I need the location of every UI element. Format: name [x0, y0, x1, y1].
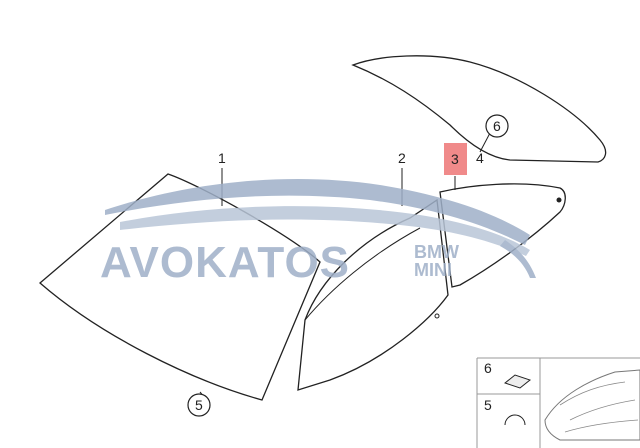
callout-2[interactable]: 2 [398, 150, 406, 166]
door-glass[interactable] [297, 198, 449, 391]
leader-line-4 [479, 132, 491, 153]
door-glass-inner-edge [304, 227, 421, 321]
watermark-car-swoosh [105, 179, 530, 245]
callout-3[interactable]: 3 [451, 151, 459, 167]
side-window-glass[interactable] [439, 183, 566, 288]
legend-item-6-icon[interactable] [503, 374, 532, 389]
legend-item-6-label: 6 [484, 360, 492, 376]
watermark: AVOKATOS BMW MINI [100, 179, 536, 287]
rear-window-glass[interactable] [351, 55, 607, 163]
callout-3-highlight [444, 143, 467, 175]
legend-item-5-label: 5 [484, 397, 492, 413]
side-window-mount-point [556, 197, 562, 203]
car-silhouette-icon [544, 369, 640, 441]
callout-1[interactable]: 1 [218, 150, 226, 166]
watermark-sub-bottom: MINI [414, 260, 452, 280]
watermark-brand: AVOKATOS [100, 238, 350, 287]
watermark-sub-top: BMW [414, 242, 459, 262]
door-glass-mount-point [434, 313, 440, 319]
callout-5-circle [187, 393, 211, 417]
callout-6-circle [485, 114, 509, 138]
callout-6[interactable]: 6 [493, 118, 501, 134]
legend-panel: 6 5 [476, 357, 640, 448]
watermark-tail-curve [500, 240, 536, 278]
callout-4[interactable]: 4 [476, 150, 484, 166]
watermark-car-swoosh-2 [120, 206, 530, 256]
callout-5[interactable]: 5 [195, 397, 203, 413]
legend-item-5-icon[interactable] [504, 414, 526, 426]
